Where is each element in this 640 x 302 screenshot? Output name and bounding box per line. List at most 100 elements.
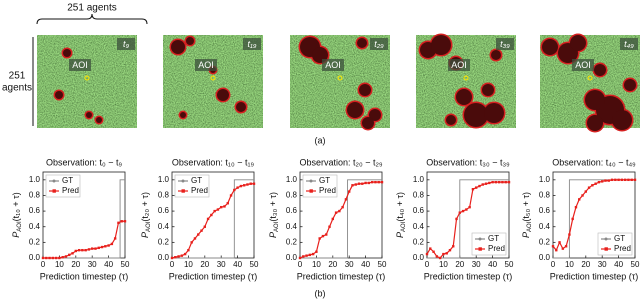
y-axis-label: PAOI(t₁₀ + τ) — [11, 192, 22, 237]
x-tick-label: 10 — [312, 260, 321, 269]
pred-marker — [594, 182, 597, 185]
pred-marker — [438, 256, 442, 260]
legend-label: GT — [488, 234, 499, 243]
fire-core — [570, 35, 586, 51]
x-tick-label: 10 — [184, 260, 193, 269]
pred-marker — [120, 220, 123, 223]
pred-marker — [190, 241, 193, 244]
pred-marker — [226, 202, 229, 205]
pred-marker — [61, 256, 64, 259]
pred-marker — [497, 180, 501, 184]
pred-marker — [107, 244, 110, 247]
pred-marker — [425, 252, 429, 256]
time-box — [117, 38, 135, 50]
x-tick-label: 20 — [71, 260, 80, 269]
pred-marker — [442, 252, 445, 256]
legend-marker — [52, 189, 56, 193]
pred-marker — [249, 182, 252, 185]
pred-marker — [68, 253, 71, 257]
fire-core — [624, 79, 636, 91]
pred-marker — [321, 234, 325, 238]
legend-label: GT — [614, 234, 625, 243]
pred-marker — [348, 190, 351, 193]
pred-marker — [58, 256, 61, 260]
fire-core — [446, 115, 456, 125]
fire-core — [63, 49, 71, 57]
pred-marker — [200, 229, 203, 232]
pred-marker — [623, 178, 627, 182]
pred-marker — [54, 256, 58, 260]
pred-marker — [604, 179, 607, 182]
pred-marker — [627, 178, 630, 182]
pred-marker — [468, 205, 471, 209]
pred-marker — [334, 211, 338, 214]
y-tick-label: 0.8 — [539, 191, 551, 200]
aoi-label: AOI — [575, 60, 591, 70]
pred-marker — [584, 190, 587, 193]
y-label-symbol: P — [11, 232, 21, 238]
pred-marker — [568, 233, 571, 236]
pred-marker — [183, 252, 187, 256]
y-axis-label: PAOI(t₂₀ + τ) — [140, 192, 151, 238]
pred-marker — [452, 245, 455, 248]
y-label-subscript: AOI — [17, 221, 23, 232]
x-tick-label: 50 — [121, 260, 130, 269]
pred-marker — [341, 205, 344, 209]
y-label-argument: (t₂₀ + τ) — [140, 192, 150, 222]
pred-marker — [325, 233, 328, 236]
time-box — [496, 38, 514, 50]
pred-marker — [104, 245, 107, 248]
y-label-argument: (t₃₀ + τ) — [268, 192, 278, 222]
pred-marker — [180, 254, 184, 257]
pred-marker — [435, 255, 439, 258]
time-box — [243, 38, 261, 50]
y-label-symbol: P — [395, 232, 405, 238]
x-tick-label: 30 — [88, 260, 97, 269]
y-label-symbol: P — [140, 232, 150, 238]
legend-marker — [478, 237, 482, 241]
pred-marker — [223, 205, 226, 208]
top-label: 251 agents — [67, 3, 117, 14]
y-tick-label: 0.4 — [29, 222, 41, 231]
x-tick-label: 0 — [551, 260, 556, 269]
x-tick-label: 10 — [565, 260, 574, 269]
pred-marker — [370, 180, 374, 184]
pred-marker — [252, 182, 256, 185]
pred-marker — [229, 194, 233, 197]
left-label: 251 — [9, 71, 26, 82]
pred-marker — [432, 250, 435, 253]
x-tick-label: 30 — [345, 260, 354, 269]
pred-marker — [364, 181, 367, 185]
x-tick-label: 30 — [598, 260, 607, 269]
fire-core — [362, 117, 374, 129]
x-tick-label: 10 — [55, 260, 64, 269]
y-tick-label: 0.4 — [286, 222, 298, 231]
x-tick-label: 20 — [200, 260, 209, 269]
pred-marker — [74, 249, 77, 253]
pred-marker — [246, 183, 249, 186]
legend-marker — [604, 237, 608, 241]
pred-marker — [187, 248, 190, 252]
chart-title: Observation: t₄₀ − t₄₉ — [552, 157, 636, 167]
fire-core — [456, 89, 472, 105]
x-tick-label: 0 — [425, 260, 430, 269]
y-tick-label: 0.0 — [286, 253, 298, 262]
y-tick-label: 0.8 — [413, 191, 425, 200]
pred-marker — [617, 178, 620, 182]
pred-marker — [471, 188, 475, 191]
pred-marker — [64, 255, 68, 258]
gt-line — [43, 179, 125, 259]
fire-core — [587, 115, 603, 131]
y-tick-label: 0.6 — [286, 206, 298, 215]
y-tick-label: 0.8 — [286, 191, 298, 200]
time-box — [370, 38, 388, 50]
y-tick-label: 0.2 — [413, 237, 425, 246]
x-tick-label: 40 — [488, 260, 497, 269]
pred-marker — [494, 180, 498, 184]
pred-marker — [87, 248, 91, 251]
gt-line — [427, 179, 509, 259]
x-tick-label: 0 — [298, 260, 303, 269]
fire-core — [357, 38, 367, 48]
pred-marker — [298, 256, 302, 260]
fire-core — [171, 40, 185, 54]
